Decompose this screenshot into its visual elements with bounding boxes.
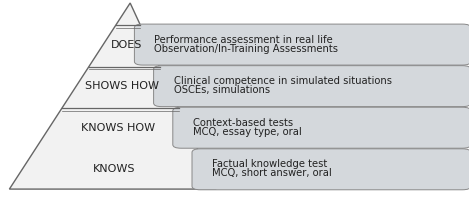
FancyBboxPatch shape [154,66,471,107]
Text: KNOWS: KNOWS [93,164,136,174]
FancyBboxPatch shape [173,107,471,148]
Text: MCQ, short answer, oral: MCQ, short answer, oral [212,168,332,178]
Text: Factual knowledge test: Factual knowledge test [212,159,327,169]
FancyBboxPatch shape [192,149,471,190]
Text: Observation/In-Training Assessments: Observation/In-Training Assessments [155,44,338,54]
Text: Performance assessment in real life: Performance assessment in real life [155,35,333,45]
Polygon shape [9,3,216,189]
Text: MCQ, essay type, oral: MCQ, essay type, oral [193,127,301,137]
Text: OSCEs, simulations: OSCEs, simulations [173,85,270,95]
Text: Clinical competence in simulated situations: Clinical competence in simulated situati… [173,76,392,86]
FancyBboxPatch shape [135,24,471,65]
Text: Context-based tests: Context-based tests [193,118,293,128]
Text: SHOWS HOW: SHOWS HOW [85,81,159,91]
Text: KNOWS HOW: KNOWS HOW [82,123,155,133]
Text: DOES: DOES [110,40,142,49]
